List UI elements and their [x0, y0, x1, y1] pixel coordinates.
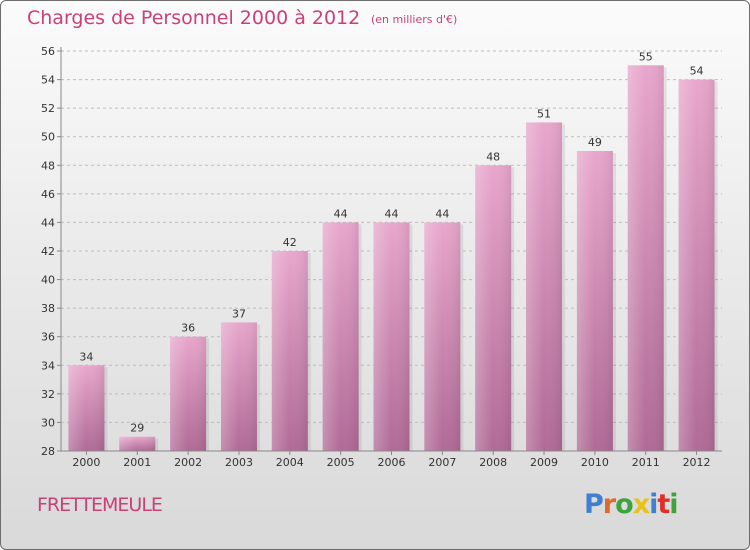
data-label: 34 — [79, 350, 93, 363]
data-label: 42 — [283, 236, 297, 249]
logo-letter: o — [615, 489, 634, 520]
data-label: 54 — [690, 65, 704, 78]
y-tick-label: 46 — [41, 188, 55, 201]
x-tick-label: 2001 — [123, 456, 151, 469]
x-tick-label: 2008 — [479, 456, 507, 469]
proxiti-logo: Proxiti — [584, 489, 679, 520]
y-tick-label: 34 — [41, 359, 55, 372]
y-tick-label: 52 — [41, 102, 55, 115]
bar-shade — [576, 151, 613, 451]
x-tick-label: 2002 — [174, 456, 202, 469]
x-tick-label: 2006 — [378, 456, 406, 469]
data-label: 55 — [639, 50, 653, 63]
data-label: 36 — [181, 322, 195, 335]
y-tick-label: 48 — [41, 159, 55, 172]
x-tick-label: 2004 — [276, 456, 304, 469]
y-tick-label: 44 — [41, 216, 55, 229]
bar-shade — [627, 65, 664, 452]
data-label: 51 — [537, 107, 551, 120]
y-tick-label: 40 — [41, 274, 55, 287]
bar-shade — [119, 436, 156, 451]
data-label: 48 — [486, 150, 500, 163]
bar-shade — [526, 122, 563, 451]
y-tick-label: 30 — [41, 416, 55, 429]
bar-shade — [475, 165, 512, 452]
y-tick-label: 56 — [41, 45, 55, 58]
y-tick-label: 36 — [41, 331, 55, 344]
place-name: FRETTEMEULE — [37, 494, 163, 516]
logo-letter: i — [669, 489, 678, 520]
y-tick-label: 32 — [41, 388, 55, 401]
data-label: 37 — [232, 307, 246, 320]
data-label: 44 — [334, 207, 348, 220]
logo-letter: t — [657, 489, 670, 520]
chart-subtitle: (en milliers d'€) — [371, 13, 458, 26]
bar-shade — [678, 79, 715, 452]
x-tick-label: 2009 — [530, 456, 558, 469]
bar-shade — [170, 336, 207, 451]
x-tick-label: 2011 — [632, 456, 660, 469]
logo-letter: x — [632, 489, 650, 520]
bar-shade — [373, 222, 410, 451]
bar-shade — [220, 322, 257, 451]
chart-title: Charges de Personnel 2000 à 2012 — [27, 7, 361, 29]
y-tick-label: 42 — [41, 245, 55, 258]
y-tick-label: 50 — [41, 131, 55, 144]
bar-shade — [322, 222, 359, 451]
data-label: 44 — [435, 207, 449, 220]
bar-shade — [424, 222, 461, 451]
x-tick-label: 2012 — [683, 456, 711, 469]
logo-letter: P — [584, 489, 604, 520]
y-tick-label: 28 — [41, 445, 55, 458]
y-tick-label: 54 — [41, 74, 55, 87]
x-tick-label: 2010 — [581, 456, 609, 469]
data-label: 29 — [130, 422, 144, 435]
x-tick-label: 2000 — [72, 456, 100, 469]
x-tick-label: 2005 — [327, 456, 355, 469]
logo-letter: r — [602, 489, 616, 520]
data-label: 44 — [385, 207, 399, 220]
bar-shade — [271, 251, 308, 451]
data-label: 49 — [588, 136, 602, 149]
y-tick-label: 38 — [41, 302, 55, 315]
logo-letter: i — [649, 489, 658, 520]
x-tick-label: 2007 — [428, 456, 456, 469]
bar-shade — [68, 365, 105, 451]
x-tick-label: 2003 — [225, 456, 253, 469]
